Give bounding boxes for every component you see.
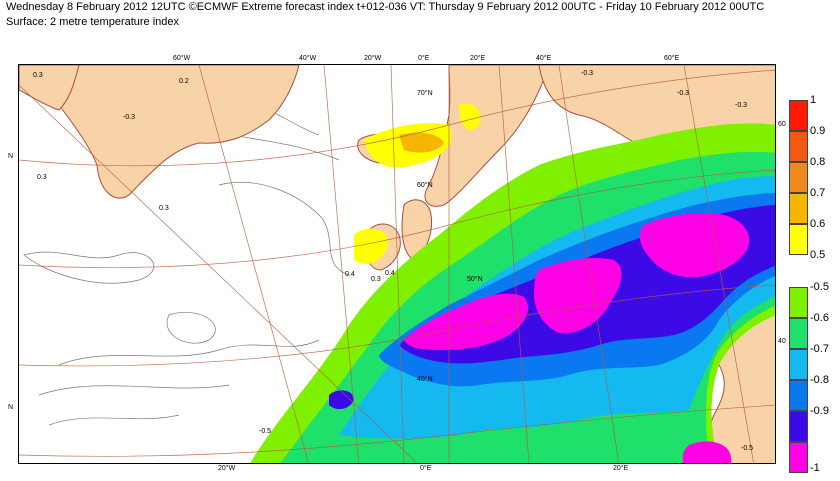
right-edge-label-60: 60 [778, 121, 786, 128]
legend-cold-swatch [789, 380, 808, 411]
legend-cold-label: -0.5 [810, 281, 829, 293]
cold-anomaly-areas [250, 123, 775, 463]
lon-label-60e: 60°E [664, 55, 680, 62]
lon-label-20e: 20°E [470, 55, 486, 62]
legend-warm-swatch [789, 100, 808, 131]
lat-label-70n: 70°N [417, 89, 433, 97]
map-subtitle: Surface: 2 metre temperature index [6, 16, 180, 28]
legend-warm-label: 0.6 [810, 218, 826, 230]
contour-label: 0.2 [179, 78, 189, 85]
legend-warm-label: 0.7 [810, 187, 826, 199]
contour-label: 0.3 [371, 276, 381, 283]
contour-label: -0.3 [581, 70, 593, 77]
map-panel: 70°N 60°N 50°N 40°N 0.3 -0.3 0.2 0.3 0.3… [18, 64, 776, 464]
contour-label: 0.4 [345, 271, 355, 278]
right-edge-label-40: 40 [778, 338, 786, 345]
lat-label-40n: 40°N [417, 375, 433, 383]
lon-label-0e: 0°E [418, 55, 430, 62]
lat-label-60n: 60°N [417, 181, 433, 189]
legend-cold-label: -1 [810, 462, 820, 474]
left-edge-label-upper: N [8, 153, 14, 160]
legend-warm-swatch [789, 131, 808, 162]
legend-cold-swatch [789, 287, 808, 318]
legend-warm-label: 0.8 [810, 156, 826, 168]
legend-cold-label: -0.9 [810, 405, 829, 417]
legend-cold-swatch [789, 411, 808, 442]
contour-label: -0.3 [735, 102, 747, 109]
legend-cold-swatch [789, 349, 808, 380]
legend-warm-swatch [789, 193, 808, 224]
legend-warm-swatch [789, 224, 808, 255]
lon-label-60w: 60°W [173, 55, 191, 62]
contour-label: 0.3 [159, 205, 169, 212]
legend-warm-label: 1 [810, 94, 817, 106]
warm-anomaly-areas [354, 103, 481, 264]
legend-cold-label: -0.8 [810, 374, 829, 386]
contour-label: -0.5 [259, 428, 271, 435]
contour-label: -0.5 [741, 445, 753, 452]
contour-label: 0.3 [37, 174, 47, 181]
contour-label: -0.3 [677, 90, 689, 97]
contour-label: 0.4 [385, 270, 395, 277]
left-edge-label-lower: N [8, 404, 14, 411]
legend-cold-label: -0.7 [810, 343, 829, 355]
lat-label-50n: 50°N [467, 275, 483, 283]
lon-label-40e: 40°E [536, 55, 552, 62]
legend-warm-label: 0.5 [810, 249, 826, 261]
britain-landmass [401, 199, 433, 261]
lon-label-40w: 40°W [299, 55, 317, 62]
legend-warm-label: 0.9 [810, 125, 826, 137]
map-canvas: 70°N 60°N 50°N 40°N 0.3 -0.3 0.2 0.3 0.3… [19, 65, 775, 463]
contour-label: -0.3 [123, 114, 135, 121]
lon-label-20w: 20°W [364, 55, 382, 62]
graticule [19, 65, 775, 463]
legend-cold-label: -0.6 [810, 312, 829, 324]
lon-label-bottom-20e: 20°E [613, 465, 629, 472]
lon-label-bottom-20w: 20°W [218, 465, 236, 472]
lon-label-bottom-0e: 0°E [420, 465, 432, 472]
legend-cold-swatch [789, 442, 808, 473]
legend-warm-swatch [789, 162, 808, 193]
canada-landmass [19, 65, 80, 111]
map-title: Wednesday 8 February 2012 12UTC ©ECMWF E… [6, 1, 765, 13]
contour-label: 0.3 [33, 72, 43, 79]
legend-cold-swatch [789, 318, 808, 349]
